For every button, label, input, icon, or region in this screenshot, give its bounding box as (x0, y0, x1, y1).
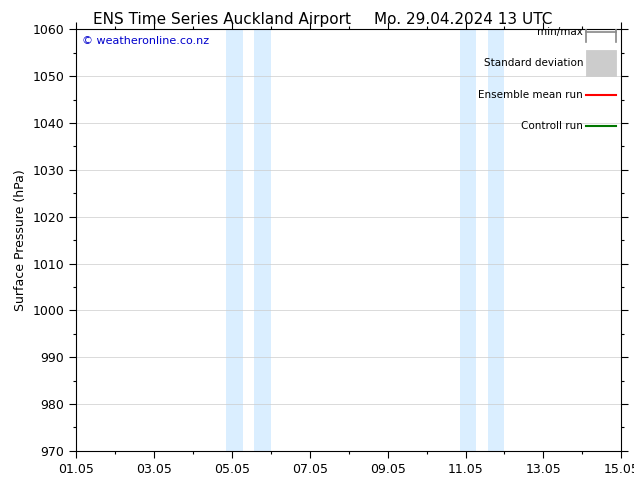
Text: ENS Time Series Auckland Airport: ENS Time Series Auckland Airport (93, 12, 351, 27)
Text: Ensemble mean run: Ensemble mean run (479, 90, 583, 100)
Text: © weatheronline.co.nz: © weatheronline.co.nz (82, 36, 209, 46)
Bar (226, 29, 243, 451)
Bar (488, 29, 505, 451)
Bar (254, 29, 271, 451)
Text: Mo. 29.04.2024 13 UTC: Mo. 29.04.2024 13 UTC (373, 12, 552, 27)
Text: Standard deviation: Standard deviation (484, 58, 583, 68)
Bar (586, 50, 616, 76)
Text: min/max: min/max (537, 26, 583, 37)
Y-axis label: Surface Pressure (hPa): Surface Pressure (hPa) (14, 169, 27, 311)
Text: Controll run: Controll run (521, 122, 583, 131)
Bar (460, 29, 476, 451)
